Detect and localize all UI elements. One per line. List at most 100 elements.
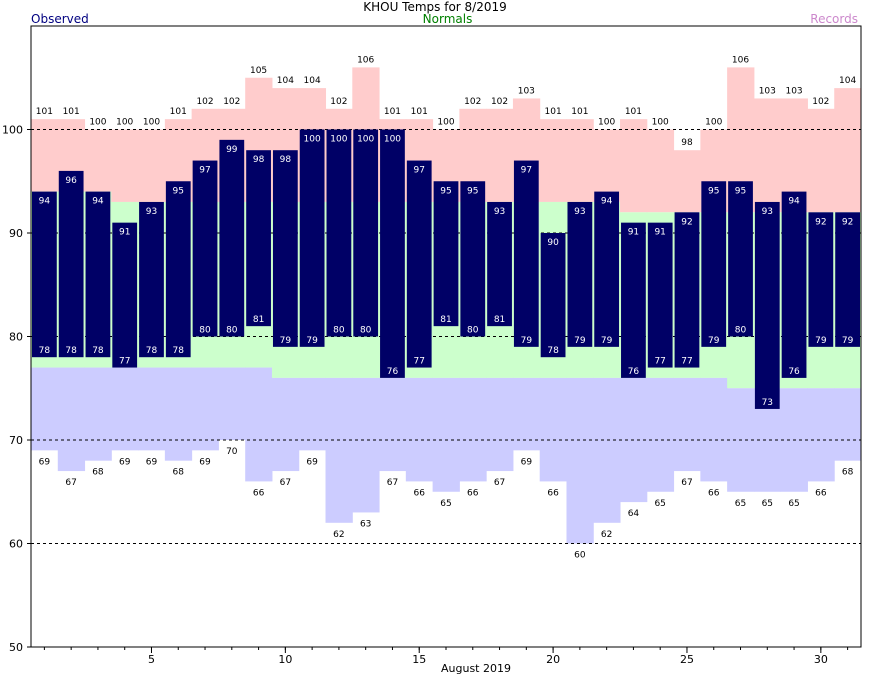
record-low-band: [298, 377, 327, 451]
x-tick-label: 25: [680, 653, 694, 666]
observed-high-label: 96: [65, 176, 77, 186]
record-high-band: [753, 98, 782, 213]
observed-high-label: 100: [384, 135, 401, 145]
record-high-label: 102: [223, 97, 240, 107]
record-low-band: [834, 388, 862, 461]
record-low-band: [84, 367, 112, 461]
x-axis-label: August 2019: [441, 662, 511, 675]
observed-bar: [487, 201, 512, 327]
record-high-band: [646, 129, 675, 213]
observed-high-label: 94: [788, 197, 800, 207]
y-tick-label: 70: [9, 434, 23, 447]
observed-low-label: 76: [788, 367, 800, 377]
record-low-label: 67: [494, 478, 505, 488]
y-tick-label: 80: [9, 331, 23, 344]
record-low-band: [138, 367, 166, 451]
record-high-label: 102: [330, 97, 347, 107]
chart-title: KHOU Temps for 8/2019: [363, 0, 507, 14]
legend-records: Records: [810, 12, 858, 26]
observed-bar: [674, 212, 700, 368]
record-low-label: 68: [842, 468, 854, 478]
observed-low-label: 77: [654, 357, 665, 367]
record-low-band: [31, 367, 59, 451]
observed-high-label: 95: [173, 186, 184, 196]
record-low-label: 69: [199, 457, 211, 467]
observed-high-label: 98: [253, 155, 265, 165]
record-high-band: [486, 108, 514, 202]
observed-low-label: 79: [521, 336, 533, 346]
observed-low-label: 80: [735, 326, 747, 336]
record-low-band: [700, 377, 728, 482]
observed-bar: [513, 160, 539, 347]
observed-low-label: 78: [65, 346, 77, 356]
observed-high-label: 95: [708, 186, 719, 196]
record-high-band: [807, 108, 835, 213]
record-high-label: 103: [759, 86, 776, 96]
record-high-label: 106: [357, 55, 374, 65]
observed-bar: [621, 222, 646, 378]
record-high-label: 100: [437, 118, 454, 128]
record-low-label: 70: [226, 447, 238, 457]
observed-bar: [112, 222, 138, 368]
observed-high-label: 93: [494, 207, 505, 217]
record-low-label: 65: [654, 499, 665, 509]
observed-low-label: 77: [119, 357, 130, 367]
x-tick-label: 10: [278, 653, 292, 666]
observed-high-label: 92: [842, 217, 853, 227]
observed-high-label: 98: [280, 155, 292, 165]
record-low-label: 65: [735, 499, 746, 509]
legend-normals: Normals: [422, 12, 473, 26]
y-tick-label: 50: [9, 641, 23, 654]
observed-bar: [58, 170, 84, 358]
observed-low-label: 80: [333, 326, 345, 336]
observed-high-label: 91: [654, 228, 665, 238]
record-low-band: [539, 377, 567, 482]
observed-bar: [32, 191, 57, 358]
observed-high-label: 92: [815, 217, 826, 227]
record-high-label: 102: [464, 97, 481, 107]
observed-high-label: 100: [304, 135, 321, 145]
x-tick-label: 30: [814, 653, 828, 666]
record-high-label: 101: [384, 107, 401, 117]
record-low-band: [271, 377, 300, 472]
record-high-label: 104: [839, 76, 856, 86]
record-low-band: [646, 377, 675, 492]
observed-low-label: 76: [387, 367, 399, 377]
record-low-band: [405, 377, 434, 482]
record-low-band: [432, 377, 460, 492]
record-high-label: 100: [116, 118, 133, 128]
y-tick-label: 90: [9, 227, 23, 240]
record-high-label: 101: [571, 107, 588, 117]
observed-high-label: 95: [735, 186, 746, 196]
observed-bar: [165, 181, 191, 358]
observed-high-label: 99: [226, 145, 238, 155]
observed-bar: [754, 201, 780, 409]
record-low-band: [512, 377, 541, 451]
record-high-label: 101: [625, 107, 642, 117]
observed-low-label: 79: [280, 336, 292, 346]
observed-low-label: 79: [601, 336, 613, 346]
observed-bar: [192, 160, 218, 337]
observed-bar: [246, 150, 271, 327]
record-low-label: 67: [387, 478, 398, 488]
observed-high-label: 93: [762, 207, 773, 217]
record-low-label: 64: [628, 509, 640, 519]
observed-high-label: 95: [467, 186, 478, 196]
observed-bar: [380, 129, 405, 378]
observed-low-label: 79: [708, 336, 720, 346]
observed-high-label: 94: [39, 197, 51, 207]
record-high-label: 103: [518, 86, 535, 96]
record-low-label: 69: [119, 457, 131, 467]
record-high-band: [84, 129, 112, 192]
record-high-band: [566, 119, 594, 202]
record-low-label: 65: [788, 499, 799, 509]
record-low-label: 60: [574, 551, 586, 561]
observed-high-label: 90: [547, 238, 559, 248]
observed-low-label: 80: [360, 326, 372, 336]
record-high-label: 101: [36, 107, 53, 117]
y-tick-label: 60: [9, 538, 23, 551]
observed-bar: [594, 191, 620, 347]
record-low-label: 63: [360, 519, 371, 529]
record-high-band: [138, 129, 166, 202]
record-high-band: [673, 150, 701, 213]
